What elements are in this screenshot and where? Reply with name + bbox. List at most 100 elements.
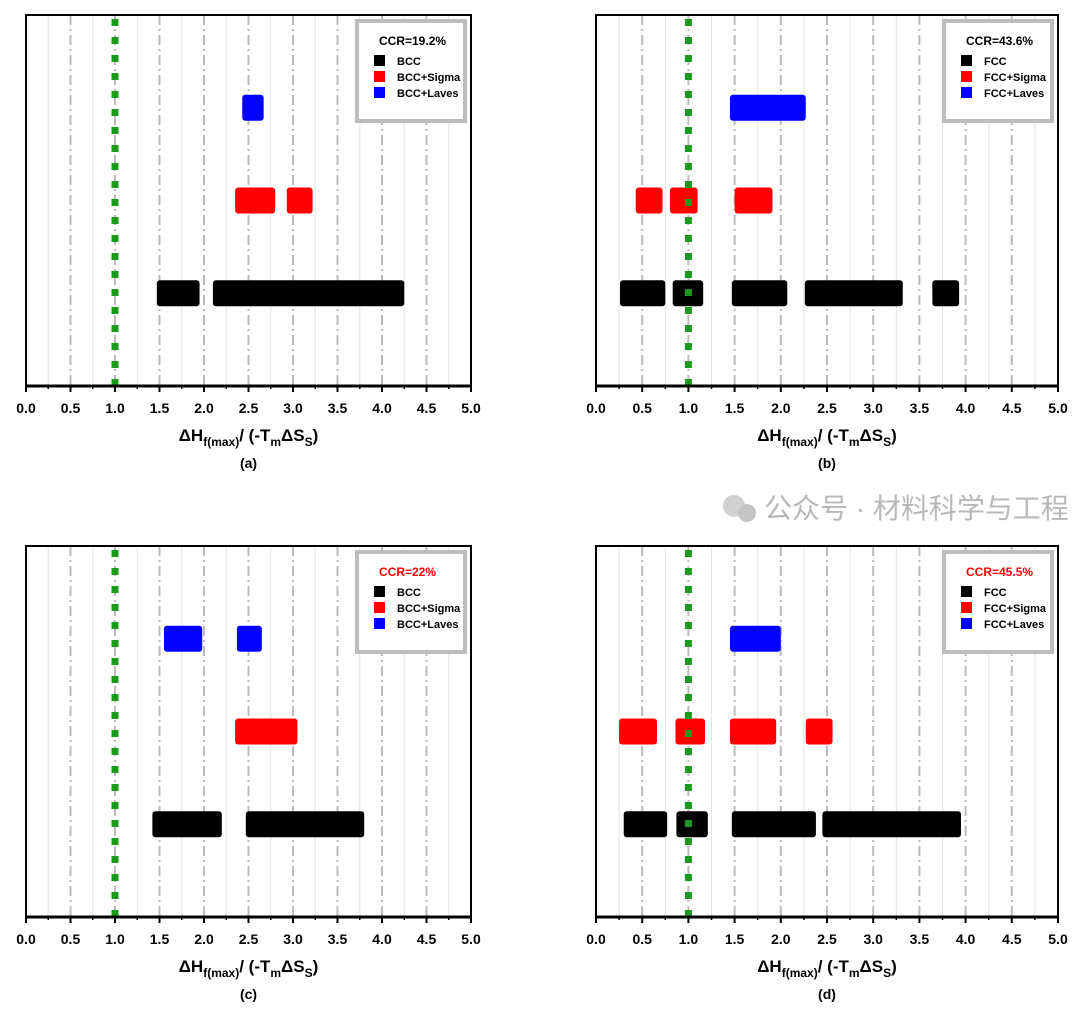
x-tick-label: 1.0	[105, 931, 125, 947]
x-tick-label: 4.5	[1002, 931, 1022, 947]
x-tick-label: 3.0	[283, 400, 303, 416]
legend-label: BCC	[397, 587, 421, 599]
x-axis-label-part: )	[891, 426, 897, 445]
x-tick-label: 4.0	[372, 400, 392, 416]
x-tick-label: 0.0	[586, 931, 606, 947]
x-tick-label: 0.5	[61, 931, 81, 947]
legend-label: FCC+Laves	[984, 619, 1044, 631]
x-tick-label: 1.5	[725, 400, 745, 416]
x-tick-label: 3.5	[328, 931, 348, 947]
legend-swatch	[961, 618, 972, 629]
x-axis-label-part: ΔS	[860, 426, 884, 445]
legend-swatch	[961, 87, 972, 98]
x-tick-label: 4.0	[956, 400, 976, 416]
x-axis-label-part: / (-T	[239, 426, 271, 445]
x-tick-label: 3.0	[863, 931, 883, 947]
panel-label: (b)	[818, 455, 836, 471]
x-axis-label-part: )	[313, 957, 319, 976]
range-bar-bcc-sigma	[235, 718, 298, 745]
x-tick-label: 4.5	[417, 931, 437, 947]
range-bar-bcc-laves	[236, 625, 262, 652]
legend-swatch	[374, 618, 385, 629]
x-axis-label-part: / (-T	[239, 957, 271, 976]
legend-swatch	[961, 71, 972, 82]
x-tick-label: 1.5	[150, 931, 170, 947]
legend-swatch	[374, 602, 385, 613]
legend-swatch	[374, 71, 385, 82]
x-axis-label-part: f(max)	[782, 966, 818, 980]
x-tick-label: 0.0	[16, 931, 36, 947]
ccr-label: CCR=43.6%	[966, 34, 1033, 48]
range-bar-fcc-laves	[729, 94, 806, 121]
x-axis-label-part: ΔH	[179, 957, 204, 976]
range-bar-fcc	[676, 811, 708, 838]
x-axis-label-part: S	[883, 435, 891, 449]
x-axis-label-part: ΔS	[281, 957, 305, 976]
x-tick-label: 2.5	[239, 400, 259, 416]
range-bar-fcc-sigma	[729, 718, 777, 745]
x-axis-label-part: f(max)	[782, 435, 818, 449]
chart-panel-b: 0.0 0.5 1.0 1.5 2.0 2.5 3.0 3.5 4.0 4.5 5.0 ΔHf(max…	[586, 14, 1068, 471]
x-tick-label: 5.0	[461, 400, 481, 416]
range-bar-fcc-sigma	[619, 718, 657, 745]
legend-label: BCC	[397, 56, 421, 68]
x-tick-label: 2.5	[239, 931, 259, 947]
x-axis-label: ΔHf(max)/ (-TmΔSS)	[179, 957, 319, 980]
x-tick-label: 1.5	[150, 400, 170, 416]
x-tick-label: 1.0	[105, 400, 125, 416]
range-bar-fcc	[804, 280, 903, 307]
range-bar-bcc-sigma	[286, 187, 313, 214]
legend-box	[355, 550, 467, 654]
x-axis-label: ΔHf(max)/ (-TmΔSS)	[757, 426, 897, 449]
x-tick-label: 4.0	[956, 931, 976, 947]
x-tick-label: 5.0	[461, 931, 481, 947]
legend: CCR=43.6% FCC FCC+Sigma FCC+Laves	[942, 19, 1054, 123]
legend-swatch	[374, 586, 385, 597]
panel-label: (d)	[818, 986, 836, 1002]
legend-label: FCC+Sigma	[984, 603, 1047, 615]
x-tick-label: 3.5	[328, 400, 348, 416]
x-tick-label: 0.5	[632, 400, 652, 416]
x-tick-label: 2.0	[194, 931, 214, 947]
panel-label: (c)	[240, 986, 257, 1002]
x-tick-label: 2.5	[817, 931, 837, 947]
x-tick-label: 3.5	[910, 931, 930, 947]
ccr-label: CCR=45.5%	[966, 565, 1033, 579]
x-axis-label-part: )	[313, 426, 319, 445]
ccr-label: CCR=19.2%	[379, 34, 446, 48]
legend-label: FCC	[984, 587, 1007, 599]
x-axis-label-part: ΔH	[757, 957, 782, 976]
x-tick-label: 5.0	[1048, 931, 1068, 947]
range-bar-fcc	[932, 280, 960, 307]
legend-label: BCC+Sigma	[397, 603, 461, 615]
x-axis-label-part: S	[305, 435, 313, 449]
range-bar-fcc-sigma	[805, 718, 833, 745]
x-tick-label: 4.0	[372, 931, 392, 947]
range-bar-bcc-sigma	[235, 187, 276, 214]
legend-label: BCC+Laves	[397, 88, 458, 100]
x-axis-label-part: m	[849, 966, 860, 980]
x-axis-label-part: m	[270, 435, 281, 449]
x-axis-label-part: )	[891, 957, 897, 976]
x-axis-label: ΔHf(max)/ (-TmΔSS)	[757, 957, 897, 980]
legend-label: FCC	[984, 56, 1007, 68]
chart-panel-d: 0.0 0.5 1.0 1.5 2.0 2.5 3.0 3.5 4.0 4.5 5.0 ΔHf(max…	[586, 545, 1068, 1002]
legend: CCR=45.5% FCC FCC+Sigma FCC+Laves	[942, 550, 1054, 654]
chart-panel-a: 0.0 0.5 1.0 1.5 2.0 2.5 3.0 3.5 4.0 4.5 5.0 ΔHf(max…	[16, 14, 481, 471]
watermark-text: 公众号 · 材料科学与工程	[764, 493, 1069, 524]
x-tick-label: 3.0	[283, 931, 303, 947]
range-bar-bcc	[212, 280, 405, 307]
x-tick-label: 1.0	[679, 931, 699, 947]
watermark: 公众号 · 材料科学与工程	[723, 493, 1069, 524]
legend-swatch	[374, 87, 385, 98]
range-bar-fcc-laves	[729, 625, 781, 652]
range-bar-bcc	[156, 280, 200, 307]
range-bar-fcc	[731, 280, 788, 307]
x-tick-label: 1.5	[725, 931, 745, 947]
range-bar-fcc	[620, 280, 666, 307]
x-axis-label-part: / (-T	[818, 426, 850, 445]
x-axis-label-part: f(max)	[203, 435, 239, 449]
legend-label: BCC+Laves	[397, 619, 458, 631]
legend-label: FCC+Laves	[984, 88, 1044, 100]
